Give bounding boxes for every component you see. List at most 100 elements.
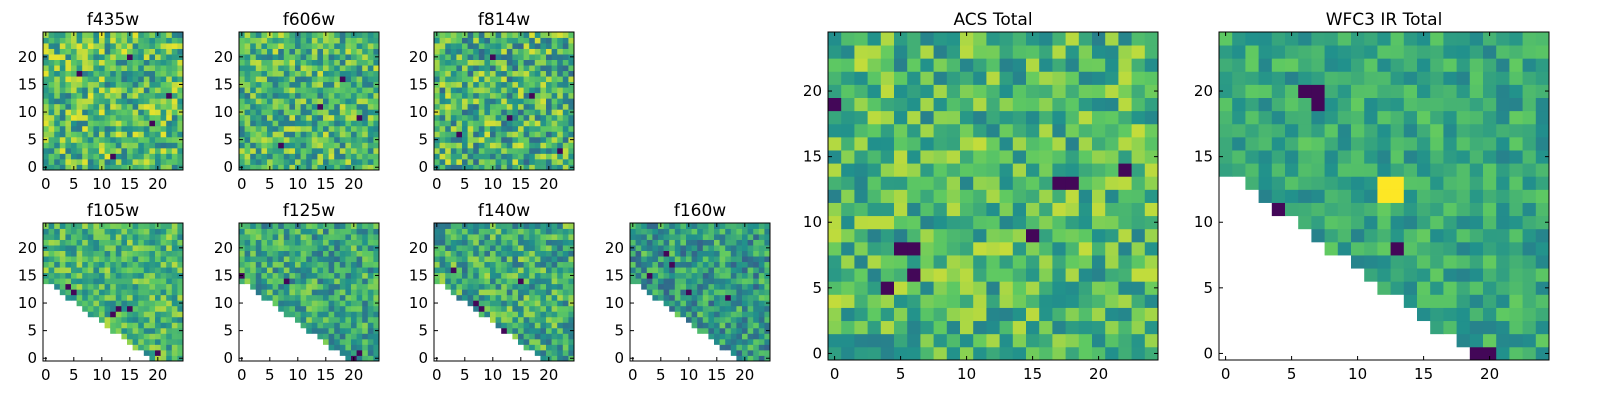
heatmap-cell bbox=[267, 76, 273, 83]
heatmap-cell bbox=[501, 125, 508, 132]
heatmap-cell bbox=[456, 59, 463, 66]
x-tick-label: 10 bbox=[288, 366, 307, 384]
heatmap-cell bbox=[356, 125, 363, 132]
heatmap-cell bbox=[484, 70, 491, 77]
heatmap-cells bbox=[43, 223, 184, 362]
heatmap-cell bbox=[149, 289, 156, 296]
heatmap-cell bbox=[501, 114, 508, 121]
heatmap-cell bbox=[59, 48, 66, 55]
heatmap-cell bbox=[697, 250, 704, 257]
heatmap-cell bbox=[127, 272, 133, 279]
heatmap-cell bbox=[93, 136, 100, 143]
heatmap-cell bbox=[450, 43, 457, 49]
heatmap-cell bbox=[478, 147, 485, 154]
heatmap-cell bbox=[250, 267, 257, 274]
heatmap-cell bbox=[362, 239, 369, 246]
heatmap-cell bbox=[317, 92, 324, 99]
heatmap-cell bbox=[127, 48, 133, 55]
heatmap-cell bbox=[484, 272, 491, 279]
heatmap-cell bbox=[317, 76, 324, 83]
heatmap-cell bbox=[1078, 202, 1093, 217]
heatmap-cell bbox=[1271, 176, 1286, 190]
heatmap-cell bbox=[283, 147, 290, 154]
heatmap-cell bbox=[1430, 176, 1444, 190]
heatmap-cell bbox=[104, 289, 111, 296]
heatmap-cell bbox=[523, 92, 530, 99]
heatmap-cell bbox=[71, 272, 77, 279]
heatmap-cell bbox=[652, 294, 659, 301]
y-tick-label: 10 bbox=[605, 294, 624, 312]
heatmap-cell bbox=[166, 142, 173, 149]
heatmap-cell bbox=[255, 87, 262, 94]
heatmap-cell bbox=[742, 333, 748, 340]
heatmap-cell bbox=[328, 250, 335, 257]
heatmap-cell bbox=[48, 147, 55, 154]
heatmap-cell bbox=[518, 54, 524, 60]
heatmap-cell bbox=[261, 147, 268, 154]
heatmap-cell bbox=[841, 97, 855, 112]
heatmap-cell bbox=[272, 300, 279, 307]
heatmap-cell bbox=[434, 239, 440, 246]
heatmap-cell bbox=[171, 92, 178, 99]
heatmap-cell bbox=[557, 131, 564, 138]
heatmap-cell bbox=[345, 32, 352, 38]
heatmap-cell bbox=[1469, 307, 1484, 322]
heatmap-cell bbox=[59, 223, 66, 229]
heatmap-cell bbox=[87, 43, 94, 49]
heatmap-cell bbox=[708, 327, 715, 334]
heatmap-cell bbox=[518, 278, 524, 285]
heatmap-cell bbox=[523, 114, 530, 121]
heatmap-cell bbox=[160, 294, 167, 301]
heatmap-cell bbox=[289, 98, 296, 105]
heatmap-cell bbox=[445, 131, 452, 138]
heatmap-cell bbox=[467, 103, 474, 110]
heatmap-cell bbox=[1092, 32, 1106, 46]
heatmap-cell bbox=[87, 142, 94, 149]
heatmap-cell bbox=[1417, 176, 1431, 190]
heatmap-cell bbox=[306, 103, 313, 110]
heatmap-cell bbox=[562, 120, 569, 127]
heatmap-cell bbox=[1351, 228, 1365, 243]
heatmap-cell bbox=[339, 164, 346, 171]
heatmap-cell bbox=[1118, 176, 1132, 190]
heatmap-cell bbox=[462, 131, 468, 138]
heatmap-cell bbox=[311, 164, 318, 171]
heatmap-cell bbox=[546, 92, 552, 99]
heatmap-cell bbox=[267, 147, 273, 154]
heatmap-cell bbox=[518, 48, 524, 55]
heatmap-cell bbox=[82, 136, 89, 143]
heatmap-cell bbox=[1483, 346, 1497, 361]
heatmap-cell bbox=[1403, 123, 1418, 138]
heatmap-cell bbox=[1535, 268, 1550, 282]
heatmap-cell bbox=[82, 59, 89, 66]
heatmap-cell bbox=[65, 32, 72, 38]
heatmap-cell bbox=[373, 256, 380, 263]
heatmap-cell bbox=[490, 234, 496, 240]
heatmap-cell bbox=[999, 228, 1014, 243]
heatmap-cell bbox=[933, 228, 948, 243]
heatmap-cell bbox=[115, 87, 122, 94]
heatmap-cell bbox=[71, 153, 77, 160]
heatmap-cell bbox=[345, 228, 352, 235]
heatmap-cell bbox=[462, 142, 468, 149]
heatmap-cell bbox=[828, 346, 842, 361]
heatmap-cell bbox=[1443, 215, 1457, 230]
heatmap-cell bbox=[697, 327, 704, 334]
heatmap-cell bbox=[99, 54, 105, 60]
heatmap-cell bbox=[155, 283, 161, 290]
heatmap-cell bbox=[127, 300, 133, 307]
heatmap-cell bbox=[289, 103, 296, 110]
heatmap-cell bbox=[367, 267, 374, 274]
heatmap-cell bbox=[854, 281, 868, 295]
heatmap-cell bbox=[1390, 215, 1405, 230]
y-tick-label: 15 bbox=[803, 148, 822, 166]
heatmap-cell bbox=[691, 245, 698, 251]
heatmap-cell bbox=[557, 239, 564, 246]
heatmap-cell bbox=[171, 109, 178, 116]
heatmap-cell bbox=[160, 142, 167, 149]
heatmap-cell bbox=[450, 239, 457, 246]
heatmap-cell bbox=[1052, 215, 1066, 230]
heatmap-cell bbox=[1052, 202, 1066, 217]
heatmap-cell bbox=[730, 267, 737, 274]
heatmap-cell bbox=[149, 48, 156, 55]
